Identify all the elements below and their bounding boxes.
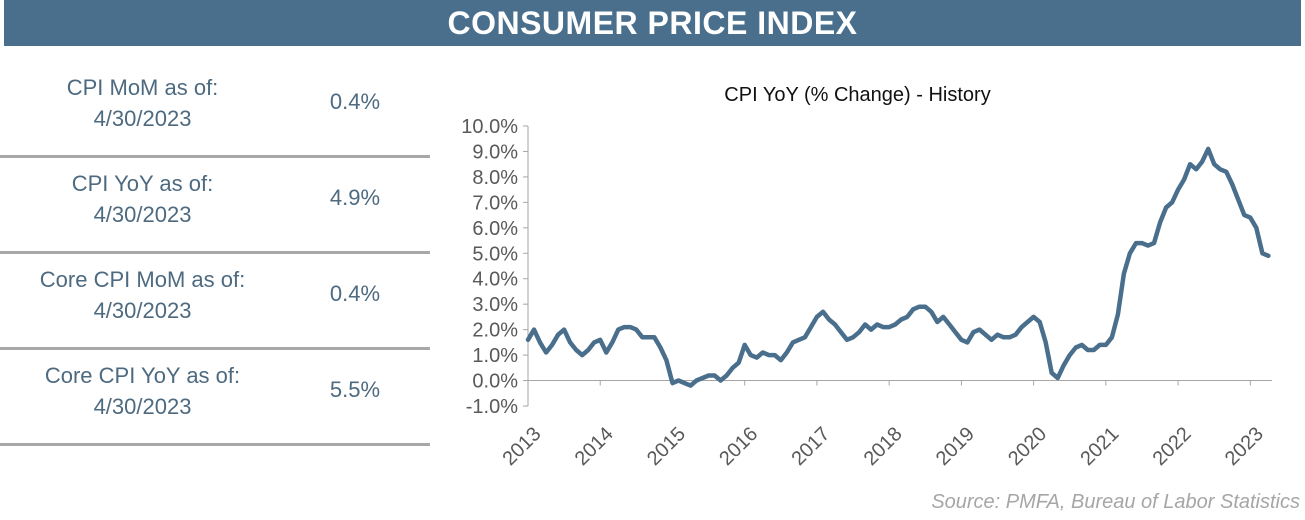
x-tick-label: 2021	[1076, 423, 1123, 470]
stat-row-core-cpi-mom: Core CPI MoM as of: 4/30/2023 0.4%	[0, 254, 430, 350]
y-tick-label: 6.0%	[472, 218, 518, 240]
stat-label-date: 4/30/2023	[93, 394, 192, 419]
stat-label: CPI MoM as of: 4/30/2023	[10, 72, 275, 134]
cpi-yoy-line	[525, 146, 1271, 388]
stat-divider	[0, 443, 430, 446]
stat-label-date: 4/30/2023	[93, 106, 192, 131]
stat-divider	[0, 347, 430, 350]
x-tick-label: 2013	[499, 423, 546, 470]
stat-row-cpi-mom: CPI MoM as of: 4/30/2023 0.4%	[0, 62, 430, 158]
y-tick-label: 2.0%	[472, 320, 518, 342]
stat-label: Core CPI MoM as of: 4/30/2023	[10, 264, 275, 326]
stat-label-line1: CPI MoM as of:	[66, 75, 219, 100]
stat-label-line1: CPI YoY as of:	[71, 171, 214, 196]
stat-row-core-cpi-yoy: Core CPI YoY as of: 4/30/2023 5.5%	[0, 350, 430, 446]
stat-label-date: 4/30/2023	[93, 202, 192, 227]
stat-value: 4.9%	[329, 185, 381, 210]
stat-label-line1: Core CPI YoY as of:	[44, 363, 241, 388]
stat-value: 5.5%	[329, 377, 381, 402]
source-note: Source: PMFA, Bureau of Labor Statistics	[931, 491, 1300, 513]
x-tick-label: 2017	[787, 423, 834, 470]
stat-divider	[0, 155, 430, 158]
y-tick-label: 4.0%	[472, 269, 518, 291]
stat-row-cpi-yoy: CPI YoY as of: 4/30/2023 4.9%	[0, 158, 430, 254]
stat-label-date: 4/30/2023	[93, 298, 192, 323]
stat-label: Core CPI YoY as of: 4/30/2023	[10, 360, 275, 422]
x-tick-label: 2020	[1004, 423, 1051, 470]
y-tick-label: 8.0%	[472, 167, 518, 189]
x-tick-label: 2014	[571, 423, 618, 470]
y-tick-label: 0.0%	[472, 371, 518, 393]
x-tick-label: 2022	[1149, 423, 1196, 470]
y-tick-label: 1.0%	[472, 345, 518, 367]
y-tick-label: -1.0%	[466, 396, 518, 418]
x-tick-label: 2023	[1221, 423, 1268, 470]
y-tick-label: 3.0%	[472, 294, 518, 316]
stat-label-line1: Core CPI MoM as of:	[39, 267, 246, 292]
cpi-chart: CPI YoY (% Change) - History 10.0% 9.0% 8.…	[430, 60, 1305, 520]
x-tick-label: 2015	[643, 423, 690, 470]
page-banner: CONSUMER PRICE INDEX	[4, 0, 1301, 46]
x-tick-label: 2018	[860, 423, 907, 470]
x-tick-label: 2019	[932, 423, 979, 470]
y-tick-label: 7.0%	[472, 192, 518, 214]
chart-svg: 10.0% 9.0% 8.0% 7.0% 6.0% 5.0% 4.0% 3.0% 2.0% 1.0…	[461, 116, 1272, 470]
chart-title: CPI YoY (% Change) - History	[724, 84, 991, 106]
y-tick-label: 9.0%	[472, 141, 518, 163]
page-title: CONSUMER PRICE INDEX	[447, 4, 858, 41]
stat-value: 0.4%	[329, 281, 381, 306]
stat-value: 0.4%	[329, 89, 381, 114]
stat-label: CPI YoY as of: 4/30/2023	[10, 168, 275, 230]
x-tick-label: 2016	[715, 423, 762, 470]
y-tick-label: 5.0%	[472, 243, 518, 265]
stat-divider	[0, 251, 430, 254]
y-tick-label: 10.0%	[461, 116, 518, 138]
